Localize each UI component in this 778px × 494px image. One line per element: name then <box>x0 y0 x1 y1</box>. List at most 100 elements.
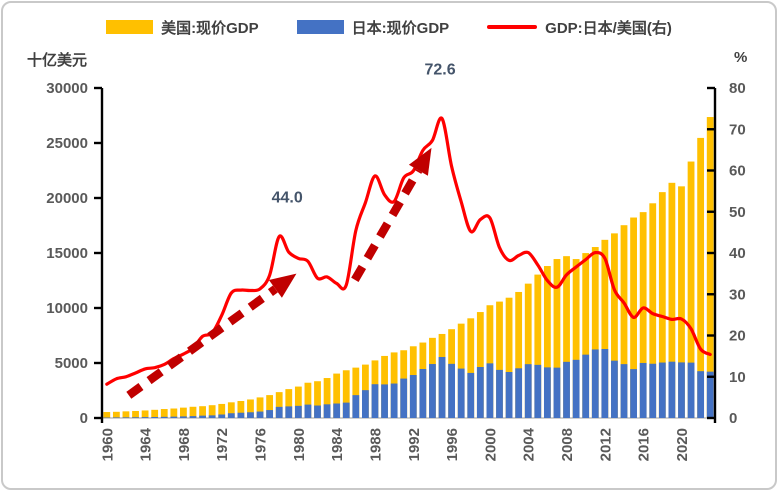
bar-japan-1982 <box>314 406 321 418</box>
bar-japan-1969 <box>190 416 197 418</box>
bar-japan-2021 <box>688 363 695 418</box>
x-axis-tick-label: 2016 <box>636 428 653 461</box>
x-axis-tick-label: 1988 <box>367 428 384 461</box>
right-axis-tick-label: 40 <box>729 245 746 262</box>
left-axis-tick-label: 5000 <box>55 355 88 372</box>
left-axis-tick-label: 0 <box>80 410 88 427</box>
bar-japan-2006 <box>544 367 551 418</box>
gdp-combo-chart: 0500010000150002000025000300000102030405… <box>3 3 778 494</box>
bar-japan-1974 <box>237 413 244 418</box>
x-axis-tick-label: 2020 <box>674 428 691 461</box>
right-axis-tick-label: 80 <box>729 80 746 97</box>
x-axis-tick-label: 1996 <box>444 428 461 461</box>
bar-japan-1976 <box>257 412 264 418</box>
x-axis-tick-label: 1976 <box>253 428 270 461</box>
bar-japan-1983 <box>324 404 331 418</box>
bar-japan-2016 <box>640 363 647 418</box>
x-axis-tick-label: 1980 <box>291 428 308 461</box>
bar-us-1962 <box>123 411 130 418</box>
bar-japan-2019 <box>668 362 675 418</box>
bar-us-1967 <box>170 409 177 418</box>
x-axis-tick-label: 1968 <box>176 428 193 461</box>
bar-japan-1967 <box>170 417 177 418</box>
bar-us-1963 <box>132 411 139 418</box>
bar-japan-2013 <box>611 361 618 418</box>
bar-japan-1984 <box>333 404 340 418</box>
x-axis-tick-label: 1960 <box>99 428 116 461</box>
bar-japan-1989 <box>381 384 388 418</box>
bar-japan-1970 <box>199 416 206 418</box>
bar-us-1965 <box>151 410 158 418</box>
trend-arrow-shaft <box>355 170 419 280</box>
bar-japan-2022 <box>697 371 704 418</box>
bar-japan-1999 <box>477 367 484 418</box>
right-axis-tick-label: 60 <box>729 163 746 180</box>
bar-japan-1975 <box>247 412 254 418</box>
bar-japan-1997 <box>458 369 465 418</box>
bar-japan-2015 <box>630 369 637 418</box>
bar-japan-2003 <box>515 368 522 418</box>
bar-japan-1964 <box>142 417 149 418</box>
bar-us-1961 <box>113 412 120 418</box>
right-axis-tick-label: 50 <box>729 204 746 221</box>
bar-japan-1985 <box>343 403 350 418</box>
bar-japan-2020 <box>678 362 685 418</box>
bar-japan-1998 <box>467 373 474 418</box>
x-axis-tick-label: 1992 <box>406 428 423 461</box>
bar-japan-1980 <box>295 406 302 418</box>
bar-japan-2004 <box>525 364 532 418</box>
left-axis-tick-label: 20000 <box>46 190 88 207</box>
bar-japan-1978 <box>276 407 283 418</box>
bars-group <box>103 117 713 418</box>
bar-japan-1987 <box>362 390 369 418</box>
x-axis-tick-label: 2008 <box>559 428 576 461</box>
bar-us-1964 <box>142 410 149 418</box>
bar-japan-1991 <box>400 379 407 418</box>
bar-japan-1977 <box>266 410 273 418</box>
right-axis-tick-label: 0 <box>729 410 737 427</box>
bar-japan-1963 <box>132 417 139 418</box>
bar-japan-1990 <box>391 384 398 418</box>
bar-japan-1979 <box>285 406 292 418</box>
bar-japan-1961 <box>113 417 120 418</box>
right-axis-tick-label: 20 <box>729 328 746 345</box>
annotation-72.6: 72.6 <box>424 62 455 79</box>
bar-japan-2000 <box>487 363 494 418</box>
right-axis-tick-label: 70 <box>729 121 746 138</box>
bar-japan-2008 <box>563 362 570 418</box>
bar-japan-1992 <box>410 375 417 418</box>
bar-japan-1973 <box>228 413 235 418</box>
bar-japan-2007 <box>554 368 561 418</box>
bar-us-1960 <box>103 412 110 418</box>
right-axis-tick-label: 30 <box>729 286 746 303</box>
left-axis-tick-label: 15000 <box>46 245 88 262</box>
bar-japan-2001 <box>496 370 503 418</box>
bar-japan-1972 <box>218 415 225 418</box>
bar-japan-2002 <box>506 372 513 418</box>
left-axis-tick-label: 30000 <box>46 80 88 97</box>
bar-japan-1981 <box>305 405 312 418</box>
x-axis-tick-label: 1972 <box>214 428 231 461</box>
x-axis-tick-label: 1984 <box>329 427 346 461</box>
bar-japan-2010 <box>582 355 589 418</box>
x-axis-tick-label: 2012 <box>597 428 614 461</box>
bar-japan-1996 <box>448 364 455 418</box>
bar-japan-1995 <box>439 357 446 418</box>
bar-japan-1966 <box>161 417 168 418</box>
bar-japan-1971 <box>209 415 216 418</box>
bar-japan-1994 <box>429 364 436 418</box>
trend-arrow-shaft <box>129 289 276 395</box>
bar-japan-1993 <box>419 369 426 418</box>
bar-japan-1965 <box>151 417 158 418</box>
bar-japan-2018 <box>659 363 666 418</box>
bar-japan-2017 <box>649 364 656 418</box>
bar-japan-1988 <box>372 384 379 418</box>
bar-japan-2011 <box>592 349 599 418</box>
bar-japan-1962 <box>123 417 130 418</box>
trend-arrow-2 <box>355 148 432 280</box>
bar-japan-2012 <box>601 349 608 418</box>
right-axis-tick-label: 10 <box>729 369 746 386</box>
x-axis-tick-label: 2000 <box>482 428 499 461</box>
bar-japan-1968 <box>180 416 187 418</box>
